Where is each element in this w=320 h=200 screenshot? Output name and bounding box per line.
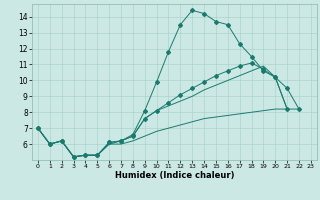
X-axis label: Humidex (Indice chaleur): Humidex (Indice chaleur) (115, 171, 234, 180)
